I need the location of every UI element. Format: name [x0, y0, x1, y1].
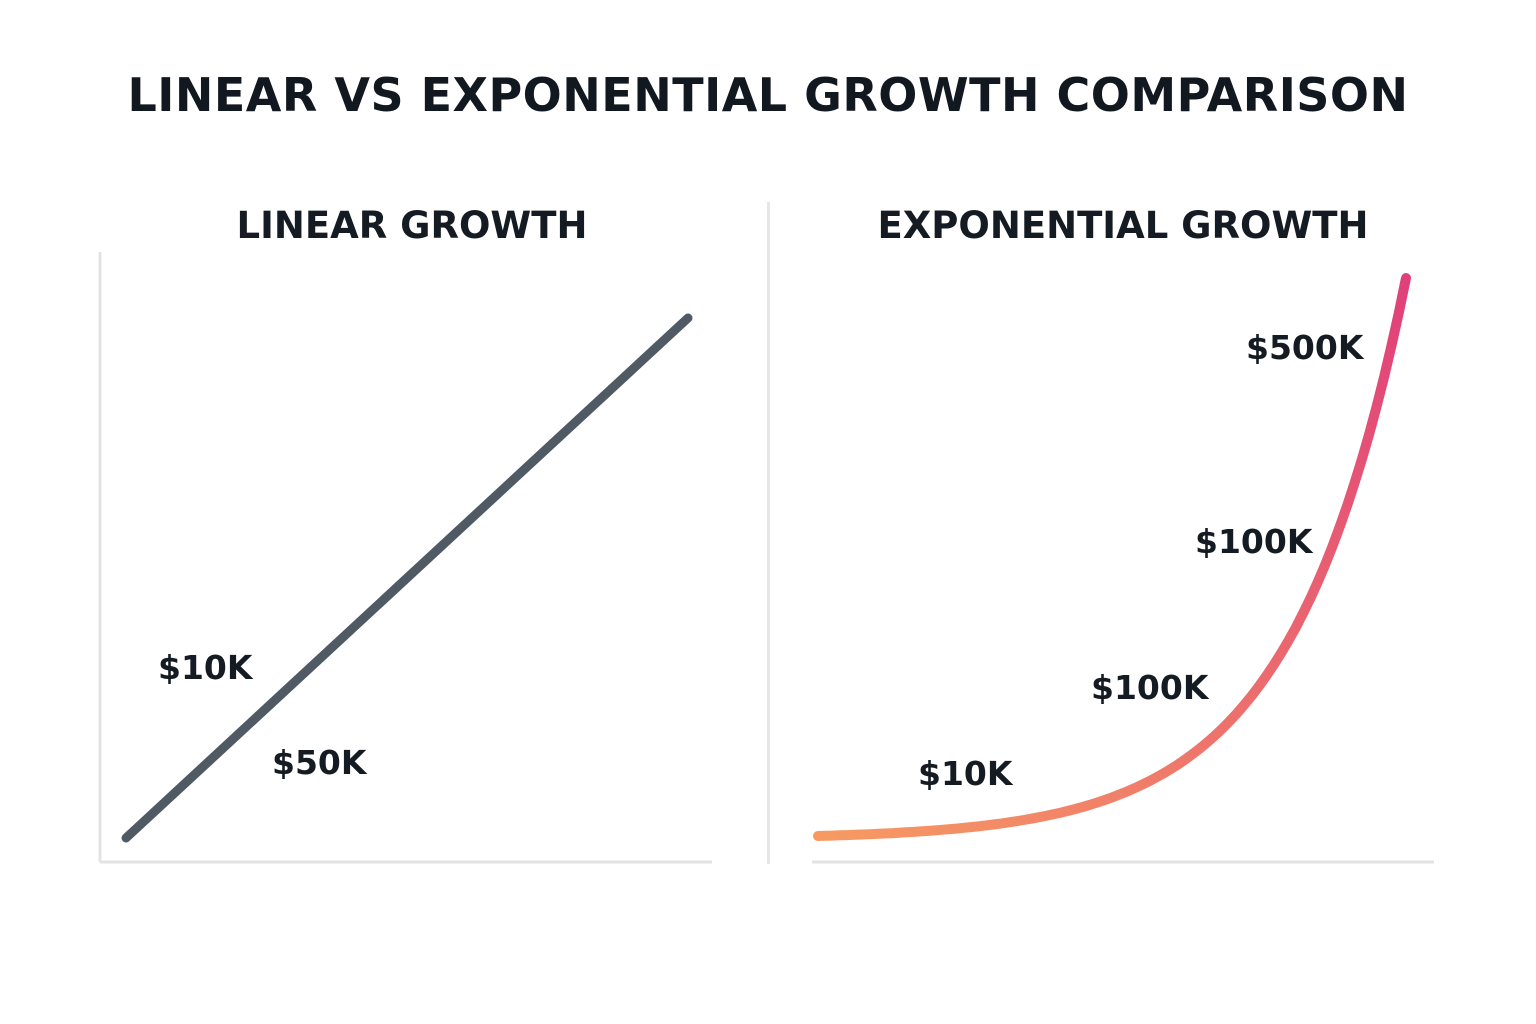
exponential-label-500k: $500K	[1246, 328, 1365, 367]
linear-chart: LINEAR GROWTH $10K $50K	[98, 204, 712, 864]
linear-label-50k: $50K	[272, 743, 368, 782]
exponential-label-100k-upper: $100K	[1195, 522, 1314, 561]
linear-chart-title: LINEAR GROWTH	[237, 204, 588, 247]
main-title: LINEAR VS EXPONENTIAL GROWTH COMPARISON	[127, 68, 1409, 122]
linear-label-10k: $10K	[158, 648, 254, 687]
exponential-label-100k-lower: $100K	[1091, 668, 1210, 707]
exponential-chart: EXPONENTIAL GROWTH $10K $100K $100K $500…	[812, 204, 1434, 864]
exponential-series-curve	[813, 273, 1411, 841]
panel-divider	[767, 202, 770, 864]
exponential-chart-title: EXPONENTIAL GROWTH	[877, 204, 1368, 247]
linear-series-line	[121, 313, 693, 843]
exponential-label-10k: $10K	[918, 754, 1014, 793]
